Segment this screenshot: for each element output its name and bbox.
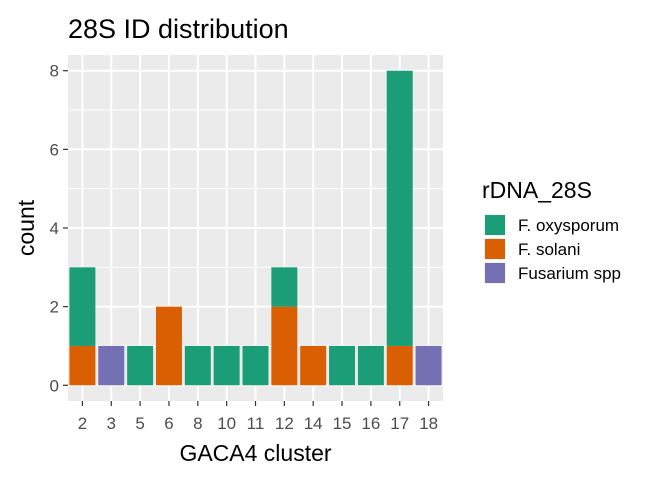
bar-segment — [69, 345, 96, 386]
y-tick-label: 2 — [50, 298, 59, 317]
bar-segment — [271, 306, 298, 386]
bar-segment — [242, 345, 269, 386]
bar-segment — [98, 345, 125, 386]
x-tick-label: 10 — [217, 414, 236, 433]
x-tick-label: 3 — [107, 414, 116, 433]
legend-swatch — [485, 215, 505, 235]
bar-segment — [300, 345, 327, 386]
x-tick-label: 17 — [390, 414, 409, 433]
legend-swatch — [485, 239, 505, 259]
bar-segment — [386, 345, 413, 386]
x-tick-label: 8 — [193, 414, 202, 433]
y-tick-label: 0 — [50, 376, 59, 395]
x-tick-label: 6 — [164, 414, 173, 433]
x-axis-title: GACA4 cluster — [179, 440, 331, 466]
bar-segment — [213, 345, 240, 386]
x-tick-label: 12 — [275, 414, 294, 433]
bar-segment — [357, 345, 384, 386]
x-axis: 2 3 5 6 8 10 11 12 14 15 16 17 18 — [78, 401, 438, 433]
legend-title: rDNA_28S — [482, 177, 592, 203]
y-tick-label: 6 — [50, 140, 59, 159]
x-tick-label: 2 — [78, 414, 87, 433]
legend-label: F. oxysporum — [518, 216, 619, 235]
x-tick-label: 16 — [361, 414, 380, 433]
legend-label: Fusarium spp — [518, 264, 621, 283]
x-tick-label: 18 — [419, 414, 438, 433]
bar-segment — [155, 306, 182, 386]
bars — [69, 70, 442, 386]
bar-segment — [329, 345, 356, 386]
legend-swatch — [485, 263, 505, 283]
bar-segment — [271, 267, 298, 307]
legend: rDNA_28S F. oxysporum F. solani Fusarium s… — [482, 177, 621, 284]
y-tick-label: 8 — [50, 62, 59, 81]
chart-title: 28S ID distribution — [68, 14, 289, 44]
y-axis-title: count — [13, 199, 39, 256]
bar-segment — [69, 267, 96, 346]
x-tick-label: 14 — [304, 414, 323, 433]
bar-segment — [184, 345, 211, 386]
y-axis: 0 2 4 6 8 — [50, 62, 68, 395]
grid-major — [68, 55, 443, 401]
x-tick-label: 11 — [247, 414, 265, 433]
bar-segment — [415, 345, 442, 386]
x-tick-label: 15 — [333, 414, 352, 433]
y-tick-label: 4 — [50, 219, 59, 238]
bar-segment — [127, 345, 154, 386]
bar-segment — [386, 70, 413, 346]
legend-label: F. solani — [518, 240, 580, 259]
x-tick-label: 5 — [135, 414, 144, 433]
